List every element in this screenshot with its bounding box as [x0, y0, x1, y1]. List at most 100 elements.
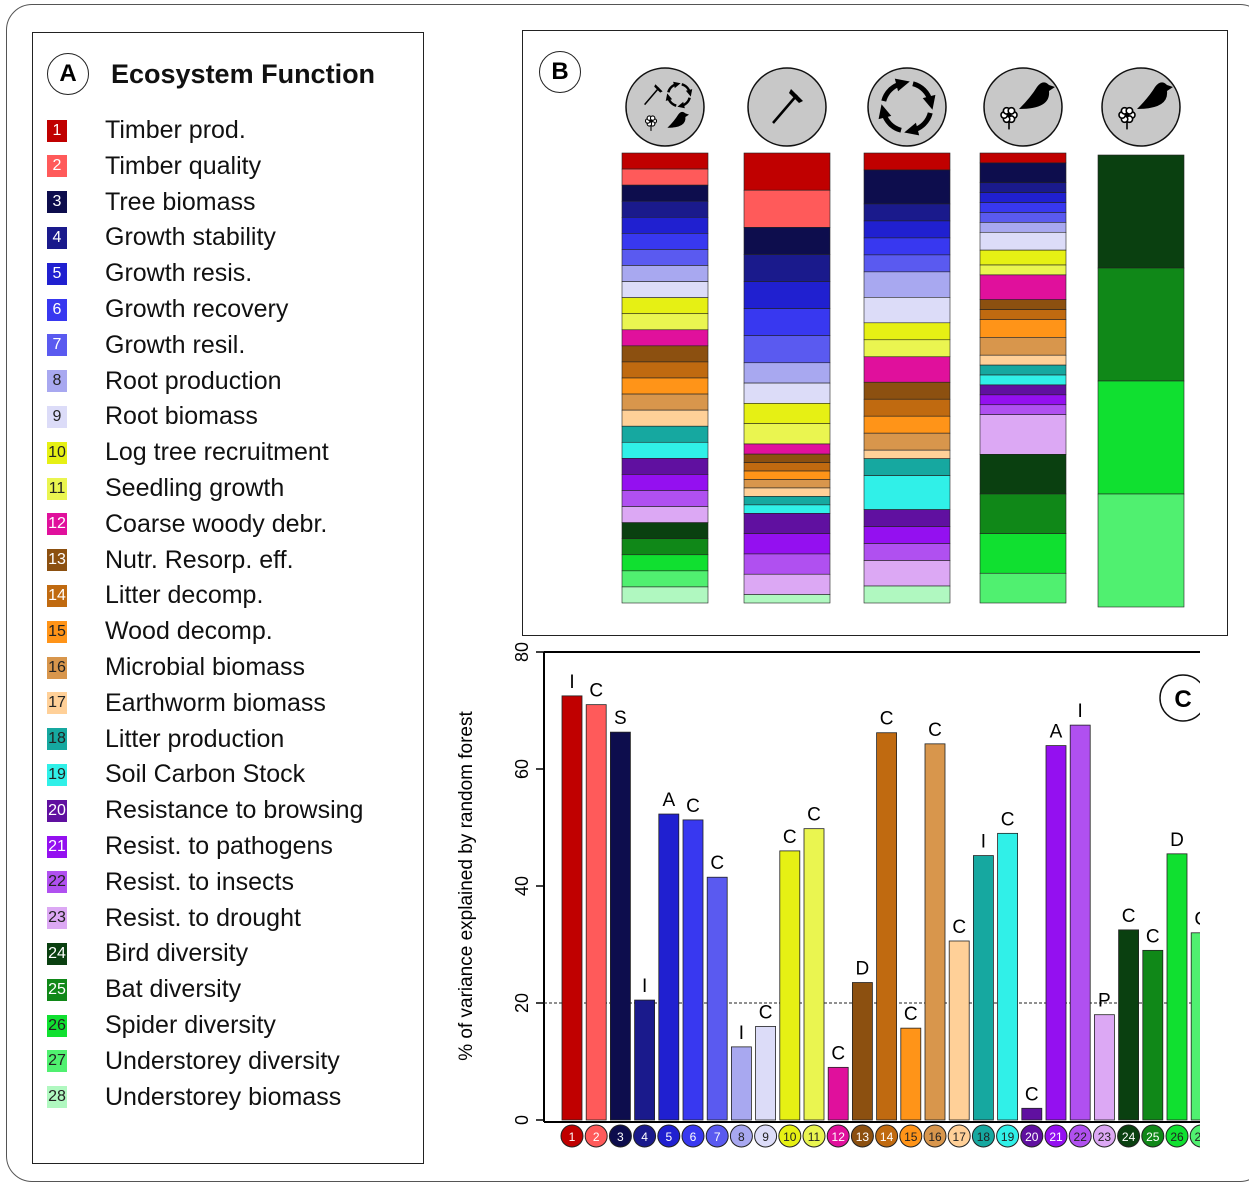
legend-item: 4 Growth stability	[47, 220, 276, 255]
bar-letter: D	[856, 959, 870, 980]
category-marker	[947, 1124, 971, 1148]
legend-swatch: 6	[47, 298, 67, 321]
bar	[900, 1027, 922, 1121]
category-marker	[681, 1124, 705, 1148]
legend-label: Microbial biomass	[105, 653, 306, 681]
stack-segment	[863, 169, 951, 205]
legend-item: 17 Earthworm biomass	[47, 686, 326, 721]
legend-item: 3 Tree biomass	[47, 185, 256, 220]
legend-swatch: 16	[47, 656, 67, 679]
figure-frame	[6, 4, 1249, 1182]
bar-letter: C	[710, 853, 724, 874]
legend-item: 22 Resist. to insects	[47, 865, 294, 900]
legend-label: Understorey diversity	[105, 1046, 340, 1075]
legend-swatch: 25	[47, 978, 67, 1001]
legend-label: Bird diversity	[105, 939, 249, 968]
legend-swatch: 15	[47, 620, 67, 643]
legend-item: 6 Growth recovery	[47, 292, 288, 327]
category-marker	[1044, 1124, 1068, 1148]
stack-segment	[621, 313, 709, 331]
x-tick-label: 3	[617, 1130, 624, 1144]
legend-label: Litter production	[105, 724, 285, 753]
stack-segment	[743, 335, 831, 364]
svg-text:C: C	[1174, 686, 1191, 713]
biodiversity-icon	[1101, 67, 1181, 147]
bar	[682, 819, 704, 1121]
stack-segment	[743, 403, 831, 424]
x-tick-label: 15	[904, 1130, 918, 1144]
x-tick-label: 8	[738, 1130, 745, 1144]
stack-segment	[743, 308, 831, 337]
bar	[730, 1046, 752, 1121]
bar-letter: C	[783, 827, 797, 848]
bar-letter: C	[880, 709, 894, 730]
legend-item: 27 Understorey diversity	[47, 1044, 340, 1079]
bar-letter: A	[1050, 722, 1063, 743]
legend-swatch: 1	[47, 119, 67, 142]
stack-segment	[979, 309, 1067, 320]
x-tick-label: 25	[1146, 1130, 1160, 1144]
stack-segment	[621, 281, 709, 298]
stack-segment	[979, 493, 1067, 534]
bar-letter: C	[1001, 809, 1015, 830]
category-marker	[1141, 1124, 1165, 1148]
x-tick-label: 19	[1001, 1130, 1015, 1144]
stack-segment	[743, 443, 831, 455]
bar	[561, 695, 583, 1121]
stack-segment	[621, 265, 709, 282]
x-tick-label: 21	[1049, 1130, 1063, 1144]
legend-item: 2 Timber quality	[47, 149, 261, 184]
x-tick-label: 7	[714, 1130, 721, 1144]
stack-segment	[621, 152, 709, 170]
legend-swatch: 24	[47, 942, 67, 965]
bar	[803, 828, 825, 1121]
x-tick-label: 16	[928, 1130, 942, 1144]
stack-segment	[621, 506, 709, 523]
legend-label: Nutr. Resorp. eff.	[105, 545, 294, 574]
legend-swatch: 13	[47, 549, 67, 572]
stack-segment	[979, 572, 1067, 604]
stack-segment	[743, 533, 831, 555]
stack-segment	[743, 594, 831, 604]
stack-segment	[979, 152, 1067, 164]
legend-swatch: 11	[47, 477, 67, 500]
legend-swatch: 28	[47, 1086, 67, 1109]
stack-segment	[979, 374, 1067, 386]
biodiversity-icon	[983, 67, 1063, 147]
stack-segment	[863, 237, 951, 256]
stack-segment	[743, 496, 831, 506]
stack-segment	[621, 393, 709, 411]
x-tick-label: 11	[808, 1130, 821, 1144]
legend-item: 8 Root production	[47, 364, 282, 399]
legend-swatch: 12	[47, 513, 67, 536]
legend-item: 23 Resist. to drought	[47, 901, 301, 936]
legend-item: 21 Resist. to pathogens	[47, 829, 333, 864]
bar-letter: C	[589, 681, 603, 702]
stack-segment	[621, 233, 709, 250]
legend-label: Understorey biomass	[105, 1082, 342, 1111]
bar	[1094, 1014, 1115, 1121]
x-tick-label: 26	[1170, 1130, 1184, 1144]
stack-segment	[621, 361, 709, 379]
legend-item: 19 Soil Carbon Stock	[47, 757, 305, 792]
legend-swatch: 2	[47, 155, 67, 178]
category-marker	[1020, 1124, 1044, 1148]
stack-segment	[979, 202, 1067, 213]
category-marker	[608, 1124, 632, 1148]
stack-segment	[979, 364, 1067, 376]
stack-segment	[979, 454, 1067, 495]
category-marker	[657, 1124, 681, 1148]
bar	[827, 1066, 849, 1121]
bar-letter: C	[1194, 909, 1200, 930]
legend-item: 14 Litter decomp.	[47, 578, 263, 613]
legend-item: 20 Resistance to browsing	[47, 793, 363, 828]
legend-label: Tree biomass	[105, 187, 256, 216]
stack-segment	[863, 381, 951, 400]
category-marker	[778, 1124, 802, 1148]
y-tick-label: 80	[512, 642, 532, 662]
legend-label: Resistance to browsing	[105, 796, 364, 825]
stack-segment	[979, 384, 1067, 396]
bar	[779, 850, 801, 1121]
stack-segment	[621, 586, 709, 604]
stack-segment	[621, 538, 709, 556]
